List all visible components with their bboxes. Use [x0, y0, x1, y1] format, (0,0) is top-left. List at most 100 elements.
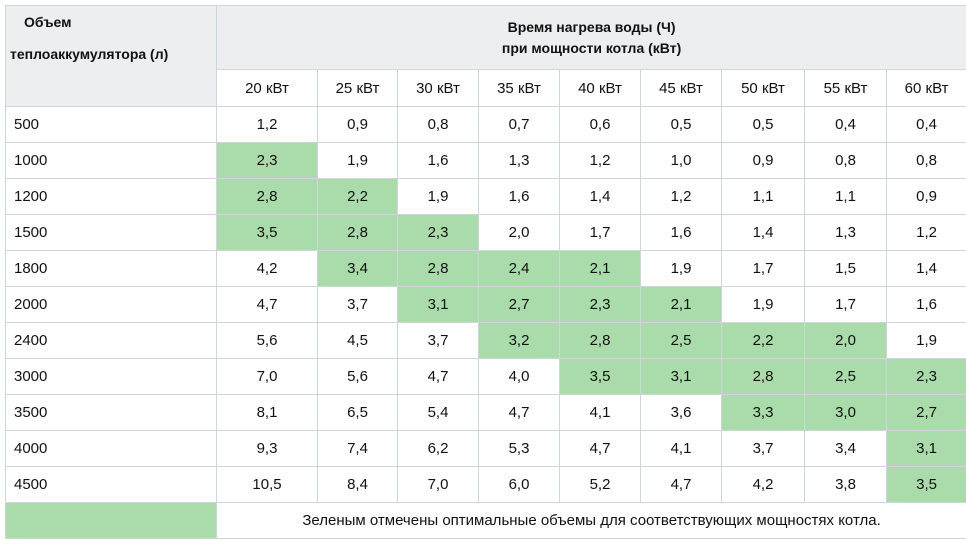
power-column-header: 20 кВт: [216, 69, 318, 107]
time-cell: 8,1: [216, 394, 318, 431]
time-cell: 4,7: [397, 358, 479, 395]
volume-header-line2: теплоаккумулятора (л): [10, 46, 169, 62]
time-cell: 9,3: [216, 430, 318, 467]
time-cell: 1,2: [559, 142, 641, 179]
time-cell: 5,6: [317, 358, 398, 395]
time-cell: 6,2: [397, 430, 479, 467]
volume-header: Объем теплоаккумулятора (л): [5, 5, 217, 107]
time-cell: 0,5: [640, 106, 722, 143]
time-cell: 1,5: [804, 250, 887, 287]
optimal-time-cell: 2,8: [559, 322, 641, 359]
volume-cell: 3000: [5, 358, 217, 395]
time-cell: 1,0: [640, 142, 722, 179]
optimal-time-cell: 3,4: [317, 250, 398, 287]
time-cell: 4,1: [559, 394, 641, 431]
volume-cell: 4500: [5, 466, 217, 503]
heating-time-table: Объем теплоаккумулятора (л) Время нагрев…: [5, 5, 966, 539]
optimal-time-cell: 2,1: [559, 250, 641, 287]
table-row: 4500 10,5 8,4 7,0 6,0 5,2 4,7 4,2 3,8 3,5: [5, 466, 966, 503]
time-cell: 0,9: [721, 142, 805, 179]
time-cell: 3,7: [397, 322, 479, 359]
table-row: 1000 2,3 1,9 1,6 1,3 1,2 1,0 0,9 0,8 0,8: [5, 142, 966, 179]
optimal-time-cell: 3,1: [397, 286, 479, 323]
volume-cell: 1500: [5, 214, 217, 251]
time-cell: 5,4: [397, 394, 479, 431]
table-row: 3000 7,0 5,6 4,7 4,0 3,5 3,1 2,8 2,5 2,3: [5, 358, 966, 395]
legend-swatch: [5, 502, 217, 539]
time-cell: 4,7: [559, 430, 641, 467]
volume-cell: 2000: [5, 286, 217, 323]
time-cell: 0,4: [804, 106, 887, 143]
time-cell: 1,7: [721, 250, 805, 287]
time-cell: 1,2: [885, 214, 966, 251]
time-cell: 4,2: [721, 466, 805, 503]
volume-cell: 1000: [5, 142, 217, 179]
table-row: 500 1,2 0,9 0,8 0,7 0,6 0,5 0,5 0,4 0,4: [5, 106, 966, 143]
time-cell: 1,1: [721, 178, 805, 215]
time-cell: 3,4: [804, 430, 887, 467]
time-cell: 0,6: [559, 106, 641, 143]
time-cell: 4,5: [317, 322, 398, 359]
table-row: 4000 9,3 7,4 6,2 5,3 4,7 4,1 3,7 3,4 3,1: [5, 430, 966, 467]
volume-cell: 1800: [5, 250, 217, 287]
time-cell: 1,9: [885, 322, 966, 359]
time-cell: 1,4: [721, 214, 805, 251]
optimal-time-cell: 3,5: [559, 358, 641, 395]
table-row: 3500 8,1 6,5 5,4 4,7 4,1 3,6 3,3 3,0 2,7: [5, 394, 966, 431]
power-column-header: 40 кВт: [559, 69, 641, 107]
optimal-time-cell: 3,0: [804, 394, 887, 431]
time-cell: 1,2: [640, 178, 722, 215]
optimal-time-cell: 2,3: [885, 358, 966, 395]
time-cell: 0,8: [804, 142, 887, 179]
time-cell: 1,9: [317, 142, 398, 179]
table-body: 500 1,2 0,9 0,8 0,7 0,6 0,5 0,5 0,4 0,4 1000 2,3 1,9…: [5, 106, 966, 503]
time-cell: 0,9: [317, 106, 398, 143]
time-cell: 1,3: [478, 142, 560, 179]
optimal-time-cell: 2,2: [317, 178, 398, 215]
time-cell: 0,9: [885, 178, 966, 215]
optimal-time-cell: 2,7: [885, 394, 966, 431]
power-column-header: 55 кВт: [804, 69, 887, 107]
optimal-time-cell: 2,3: [397, 214, 479, 251]
time-cell: 6,5: [317, 394, 398, 431]
optimal-time-cell: 2,7: [478, 286, 560, 323]
time-cell: 3,7: [721, 430, 805, 467]
time-cell: 5,6: [216, 322, 318, 359]
time-cell: 7,0: [397, 466, 479, 503]
optimal-time-cell: 2,4: [478, 250, 560, 287]
heating-time-header-line2: при мощности котла (кВт): [501, 39, 682, 56]
time-cell: 4,0: [478, 358, 560, 395]
time-cell: 1,2: [216, 106, 318, 143]
time-cell: 1,1: [804, 178, 887, 215]
time-cell: 1,6: [478, 178, 560, 215]
volume-cell: 3500: [5, 394, 217, 431]
optimal-time-cell: 2,3: [216, 142, 318, 179]
volume-cell: 1200: [5, 178, 217, 215]
heating-time-header-line1: Время нагрева воды (Ч): [507, 18, 676, 35]
table-row: 1500 3,5 2,8 2,3 2,0 1,7 1,6 1,4 1,3 1,2: [5, 214, 966, 251]
power-header-row: 20 кВт 25 кВт 30 кВт 35 кВт 40 кВт 45 кВт 50 к…: [6, 69, 966, 107]
time-cell: 1,6: [397, 142, 479, 179]
time-cell: 0,5: [721, 106, 805, 143]
time-cell: 1,7: [804, 286, 887, 323]
time-cell: 7,4: [317, 430, 398, 467]
time-cell: 1,3: [804, 214, 887, 251]
table-row: 1800 4,2 3,4 2,8 2,4 2,1 1,9 1,7 1,5 1,4: [5, 250, 966, 287]
time-cell: 5,2: [559, 466, 641, 503]
time-cell: 1,6: [640, 214, 722, 251]
time-cell: 1,4: [885, 250, 966, 287]
volume-header-line1: Объем: [24, 14, 72, 30]
power-column-header: 35 кВт: [478, 69, 560, 107]
power-column-header: 60 кВт: [885, 69, 966, 107]
optimal-time-cell: 3,2: [478, 322, 560, 359]
optimal-time-cell: 2,8: [397, 250, 479, 287]
optimal-time-cell: 2,8: [216, 178, 318, 215]
optimal-time-cell: 2,8: [721, 358, 805, 395]
time-cell: 3,6: [640, 394, 722, 431]
table-row: 1200 2,8 2,2 1,9 1,6 1,4 1,2 1,1 1,1 0,9: [5, 178, 966, 215]
power-column-header: 45 кВт: [640, 69, 722, 107]
time-cell: 0,4: [885, 106, 966, 143]
time-cell: 4,7: [216, 286, 318, 323]
optimal-time-cell: 2,8: [317, 214, 398, 251]
optimal-time-cell: 3,1: [885, 430, 966, 467]
